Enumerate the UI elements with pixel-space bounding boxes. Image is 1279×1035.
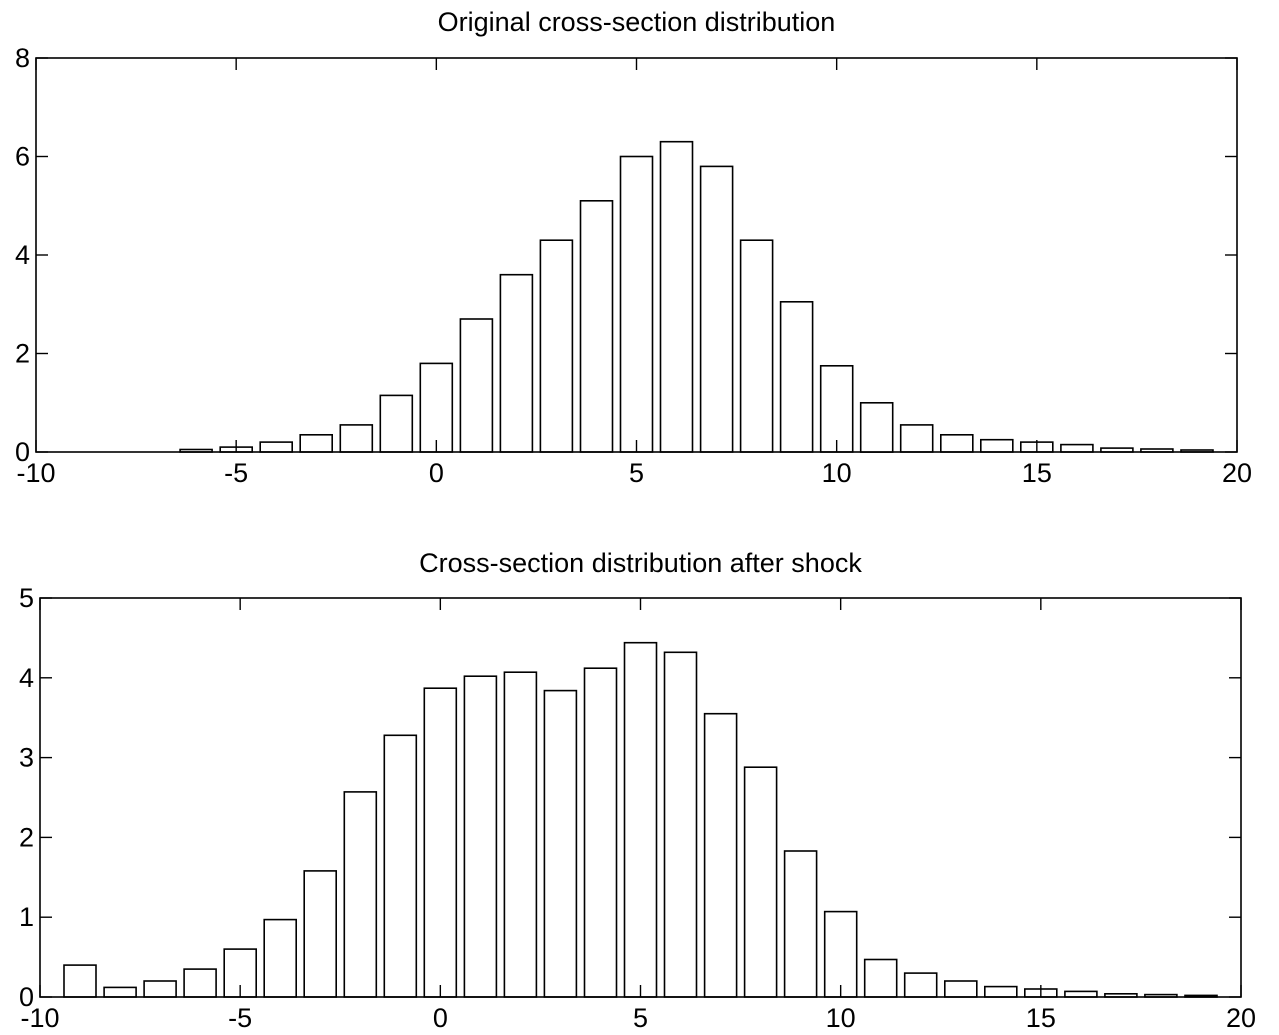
bar xyxy=(463,675,498,998)
x-tick-label: -10 xyxy=(16,458,55,488)
bar xyxy=(183,968,217,998)
bar xyxy=(743,766,778,998)
bar xyxy=(899,424,934,453)
x-tick-label: 20 xyxy=(1226,1003,1256,1033)
bar xyxy=(583,667,618,998)
bar xyxy=(459,318,494,453)
bar xyxy=(903,972,938,998)
bar xyxy=(343,791,378,998)
bar xyxy=(263,918,298,998)
y-tick-label: 2 xyxy=(19,822,34,852)
x-tick-label: 10 xyxy=(826,1003,856,1033)
bar xyxy=(259,441,294,453)
bar xyxy=(819,364,854,453)
top-chart-panel: Original cross-section distribution -10 -5… xyxy=(15,7,1252,488)
bar xyxy=(379,394,414,453)
bar xyxy=(863,958,898,998)
bar xyxy=(823,910,858,998)
y-tick-label: 0 xyxy=(19,982,34,1012)
y-tick-label: 5 xyxy=(19,583,34,613)
bar xyxy=(543,689,578,998)
bar xyxy=(1064,990,1098,998)
y-tick-label: 8 xyxy=(15,43,30,73)
bar xyxy=(783,850,818,998)
bar xyxy=(103,986,137,998)
y-tick-label: 3 xyxy=(19,743,34,773)
bar xyxy=(383,734,418,998)
bar xyxy=(699,165,734,453)
x-tick-label: 5 xyxy=(629,458,644,488)
bar xyxy=(779,300,814,453)
chart-title: Cross-section distribution after shock xyxy=(419,548,862,578)
bar xyxy=(859,401,894,453)
bar xyxy=(663,651,698,998)
x-tick-label: 15 xyxy=(1026,1003,1056,1033)
x-tick-label: 0 xyxy=(433,1003,448,1033)
bar xyxy=(943,980,978,998)
bar xyxy=(419,362,454,453)
bar xyxy=(339,424,374,453)
bar xyxy=(979,438,1014,453)
y-tick-label: 6 xyxy=(15,142,30,172)
bar xyxy=(1060,443,1094,453)
chart-title: Original cross-section distribution xyxy=(438,7,836,37)
bar xyxy=(579,200,614,453)
x-tick-label: 15 xyxy=(1022,458,1052,488)
x-tick-label: -10 xyxy=(20,1003,59,1033)
bar xyxy=(939,433,974,453)
bar xyxy=(143,980,177,998)
bar xyxy=(703,712,738,998)
bar xyxy=(659,140,694,453)
y-tick-label: 1 xyxy=(19,902,34,932)
bar xyxy=(739,239,774,453)
x-tick-label: 20 xyxy=(1222,458,1252,488)
bar xyxy=(303,870,338,998)
bar xyxy=(983,985,1018,998)
x-tick-label: 0 xyxy=(429,458,444,488)
x-tick-label: 5 xyxy=(633,1003,648,1033)
x-tick-label: -5 xyxy=(224,458,248,488)
x-tick-label: 10 xyxy=(822,458,852,488)
bar xyxy=(499,273,534,453)
y-tick-label: 0 xyxy=(15,437,30,467)
bar xyxy=(299,433,334,453)
bar xyxy=(63,964,97,998)
bar xyxy=(539,239,574,453)
bar xyxy=(623,641,658,998)
bar xyxy=(503,671,538,998)
bar xyxy=(619,155,654,453)
bar xyxy=(423,687,458,998)
y-tick-label: 4 xyxy=(15,240,30,270)
y-tick-label: 2 xyxy=(15,339,30,369)
y-tick-label: 4 xyxy=(19,663,34,693)
bottom-chart-panel: Cross-section distribution after shock -1… xyxy=(19,548,1256,1033)
x-tick-label: -5 xyxy=(228,1003,252,1033)
